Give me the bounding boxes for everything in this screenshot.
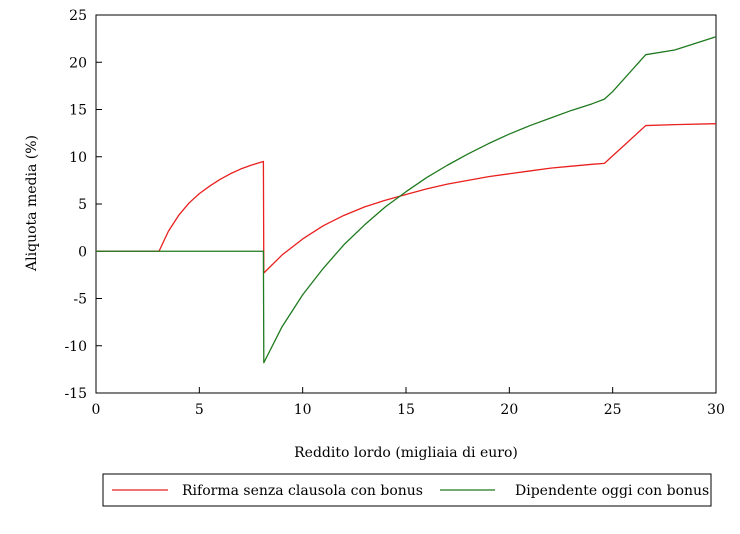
series-line-2: [96, 36, 717, 364]
y-tick-label: 0: [78, 244, 87, 260]
y-tick-label: 5: [78, 197, 87, 213]
y-tick-label: 25: [69, 8, 87, 24]
y-axis-title: Aliquota media (%): [24, 135, 40, 272]
series-line-1: [96, 123, 717, 274]
x-tick-label: 15: [397, 402, 415, 418]
x-tick-label: 20: [500, 402, 518, 418]
y-tick-label: 10: [69, 150, 87, 166]
y-tick-label: -10: [64, 339, 87, 355]
x-tick-label: 10: [294, 402, 312, 418]
x-tick-label: 30: [707, 402, 725, 418]
y-tick-label: 15: [69, 103, 87, 119]
legend-box: [102, 473, 712, 507]
y-tick-label: -5: [73, 292, 87, 308]
x-tick-label: 0: [92, 402, 101, 418]
x-axis-title: Reddito lordo (migliaia di euro): [294, 445, 518, 461]
x-tick-label: 25: [604, 402, 622, 418]
legend: Riforma senza clausola con bonus Dipenden…: [102, 473, 712, 507]
legend-label-2: Dipendente oggi con bonus: [515, 483, 709, 499]
legend-label-1: Riforma senza clausola con bonus: [182, 483, 423, 499]
y-tick-label: 20: [69, 55, 87, 71]
y-tick-label: -15: [64, 386, 87, 402]
x-tick-label: 5: [195, 402, 204, 418]
